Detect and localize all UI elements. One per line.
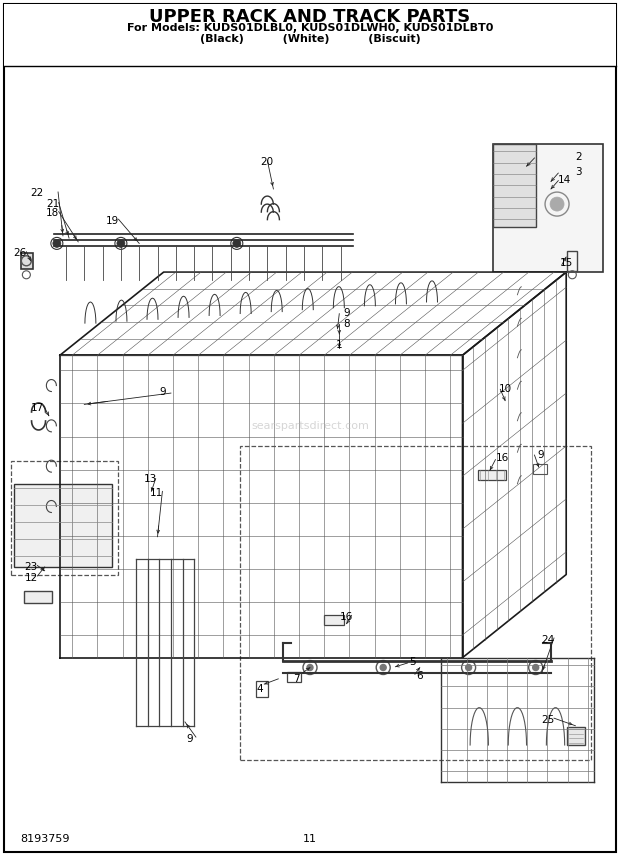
Text: 22: 22 [31, 188, 44, 199]
Text: 8: 8 [343, 318, 350, 329]
Circle shape [533, 664, 539, 670]
Bar [256, 681, 268, 698]
Text: 15: 15 [560, 258, 573, 268]
Bar [493, 144, 536, 227]
Circle shape [307, 664, 313, 670]
Text: 23: 23 [25, 562, 38, 572]
Text: 2: 2 [575, 152, 582, 162]
Text: 1: 1 [336, 341, 343, 350]
Text: (Black)          (White)          (Biscuit): (Black) (White) (Biscuit) [200, 34, 420, 44]
Text: 24: 24 [541, 634, 554, 645]
Text: 8193759: 8193759 [20, 834, 69, 844]
Text: 7: 7 [293, 674, 300, 684]
Bar [4, 4, 616, 66]
Text: 10: 10 [498, 383, 511, 394]
Text: 6: 6 [417, 671, 423, 681]
Bar [14, 484, 112, 567]
Text: 5: 5 [409, 657, 416, 667]
Text: For Models: KUDS01DLBL0, KUDS01DLWH0, KUDS01DLBT0: For Models: KUDS01DLBL0, KUDS01DLWH0, KU… [127, 23, 493, 33]
Text: 18: 18 [46, 208, 59, 218]
Circle shape [466, 664, 472, 670]
Bar [567, 251, 577, 270]
Bar [287, 672, 301, 681]
Text: 9: 9 [159, 387, 166, 396]
Bar [11, 461, 118, 574]
Circle shape [550, 197, 564, 211]
Circle shape [117, 240, 125, 247]
Text: 14: 14 [558, 175, 571, 185]
Circle shape [232, 240, 241, 247]
Text: UPPER RACK AND TRACK PARTS: UPPER RACK AND TRACK PARTS [149, 8, 471, 26]
Bar [324, 615, 344, 625]
Text: 13: 13 [144, 474, 157, 484]
Bar [533, 464, 547, 473]
Text: 11: 11 [303, 834, 317, 844]
Text: 9: 9 [343, 308, 350, 318]
Text: 16: 16 [340, 612, 353, 621]
Text: 20: 20 [261, 157, 274, 167]
Text: 26: 26 [14, 248, 27, 259]
Text: searspartsdirect.com: searspartsdirect.com [251, 421, 369, 431]
Text: 19: 19 [106, 216, 119, 226]
Bar [478, 470, 506, 479]
Text: 3: 3 [575, 167, 582, 177]
Bar [24, 591, 51, 603]
Text: 17: 17 [31, 403, 44, 413]
Text: 9: 9 [187, 734, 193, 745]
Bar [21, 253, 33, 269]
Bar [493, 144, 603, 272]
Circle shape [53, 240, 61, 247]
Bar [567, 727, 585, 745]
Text: 4: 4 [257, 685, 264, 694]
Bar [240, 446, 591, 760]
Text: 9: 9 [538, 450, 544, 460]
Text: 25: 25 [541, 715, 554, 725]
Text: 16: 16 [496, 453, 510, 463]
Text: 11: 11 [149, 488, 163, 498]
Text: 21: 21 [46, 199, 59, 209]
Text: 12: 12 [25, 574, 38, 583]
Circle shape [380, 664, 386, 670]
